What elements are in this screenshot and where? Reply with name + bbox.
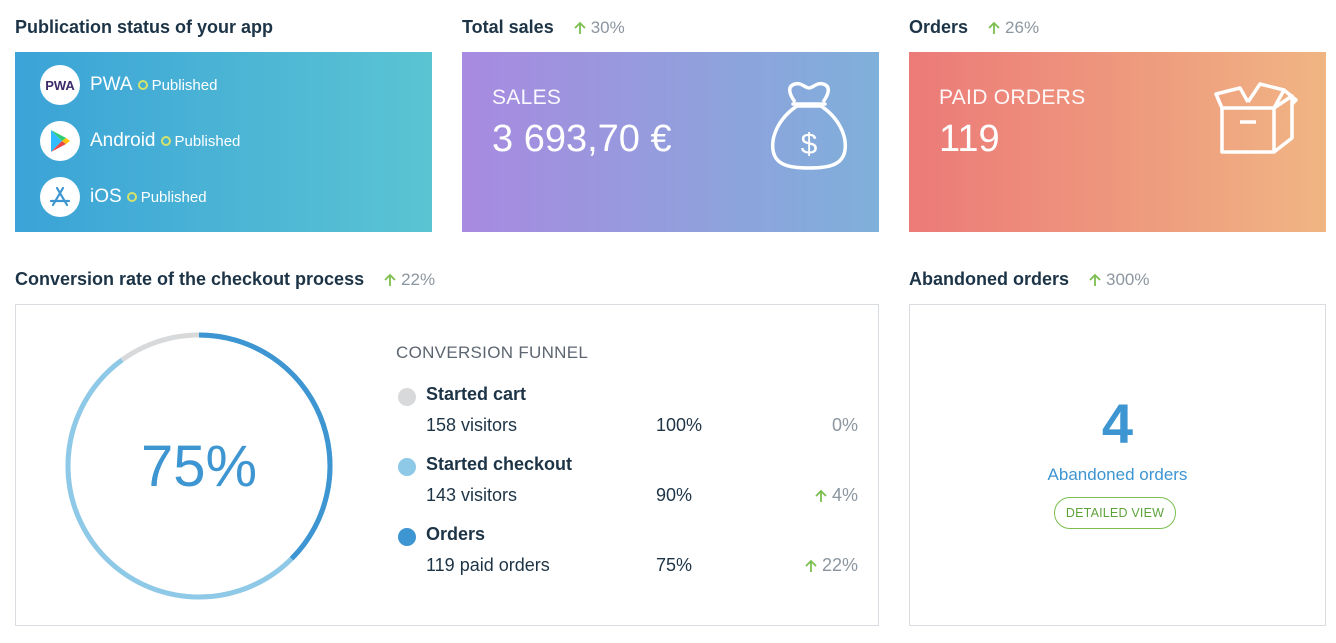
detailed-view-button[interactable]: DETAILED VIEW <box>1054 497 1176 529</box>
funnel-step-label: Orders <box>426 524 486 544</box>
app-store-icon <box>40 177 80 217</box>
funnel-step-started-cart: Started cart 158 visitors 100% 0% <box>398 384 858 444</box>
sales-label: SALES <box>492 86 562 109</box>
platform-status: Published <box>140 188 207 206</box>
funnel-step-delta: 0% <box>832 415 858 436</box>
conversion-trend: 22% <box>382 270 435 290</box>
orders-value: 119 <box>939 118 1000 160</box>
orders-title: Orders <box>909 17 969 37</box>
funnel-bullet <box>398 458 416 476</box>
status-dot-icon <box>137 80 148 90</box>
platform-status: Published <box>174 132 241 150</box>
funnel-step-count: 143 visitors <box>426 485 518 505</box>
abandoned-count: 4 <box>1101 392 1134 455</box>
arrow-up-icon <box>988 21 1000 34</box>
funnel-title: CONVERSION FUNNEL <box>396 343 589 362</box>
funnel-bullet <box>398 388 416 406</box>
platform-status: Published <box>151 76 218 94</box>
abandoned-label: Abandoned orders <box>1047 465 1188 484</box>
arrow-up-icon <box>815 489 827 502</box>
funnel-step-pct: 100% <box>656 415 703 435</box>
orders-trend: 26% <box>986 18 1039 38</box>
conversion-trend-value: 22% <box>401 269 436 289</box>
arrow-up-icon <box>574 21 586 34</box>
abandoned-panel: 4 Abandoned orders DETAILED VIEW <box>909 304 1326 626</box>
pwa-logo-icon: PWA <box>40 65 80 105</box>
money-bag-icon: $ <box>770 81 848 170</box>
platform-name: iOS <box>90 186 122 207</box>
publication-title: Publication status of your app <box>15 17 274 37</box>
funnel-step-delta-value: 0% <box>831 415 858 435</box>
orders-trend-value: 26% <box>1005 17 1040 37</box>
funnel-step-count: 158 visitors <box>426 415 518 435</box>
conversion-gauge <box>65 332 333 600</box>
funnel-step-pct: 75% <box>656 555 693 575</box>
sales-trend-value: 30% <box>590 17 625 37</box>
funnel-step-delta-value: 4% <box>831 485 858 505</box>
conversion-heading: Conversion rate of the checkout process … <box>15 269 435 290</box>
platform-android[interactable]: Android Published <box>40 121 240 161</box>
sales-title: Total sales <box>462 17 554 37</box>
pwa-logo-text: PWA <box>45 78 75 93</box>
funnel-step-orders: Orders 119 paid orders 75% 22% <box>398 524 858 584</box>
abandoned-heading: Abandoned orders 300% <box>909 269 1150 290</box>
platform-ios[interactable]: iOS Published <box>40 177 207 217</box>
arrow-up-icon <box>805 559 817 572</box>
publication-card: PWA PWA Published Android Published iOS … <box>15 52 432 232</box>
funnel-step-label: Started checkout <box>426 454 573 474</box>
google-play-icon <box>40 121 80 161</box>
arrow-up-icon <box>1089 273 1101 286</box>
status-dot-icon <box>126 192 137 202</box>
funnel-step-delta: 4% <box>813 485 858 506</box>
sales-value: 3 693,70 € <box>492 118 672 160</box>
platform-name: PWA <box>90 74 133 95</box>
orders-card[interactable]: PAID ORDERS 119 <box>909 52 1326 232</box>
orders-label: PAID ORDERS <box>939 86 1086 109</box>
platform-name: Android <box>90 130 156 151</box>
funnel-step-pct: 90% <box>656 485 693 505</box>
funnel-bullet <box>398 528 416 546</box>
sales-heading: Total sales 30% <box>462 17 625 38</box>
sales-card[interactable]: SALES 3 693,70 € $ <box>462 52 879 232</box>
conversion-panel: 75% CONVERSION FUNNEL Started cart 158 v… <box>15 304 879 626</box>
box-icon <box>1214 82 1298 154</box>
funnel-step-started-checkout: Started checkout 143 visitors 90% 4% <box>398 454 858 514</box>
sales-trend: 30% <box>572 18 625 38</box>
svg-text:$: $ <box>801 128 818 161</box>
conversion-rate: 75% <box>140 433 258 499</box>
funnel-step-delta-value: 22% <box>821 555 858 575</box>
orders-heading: Orders 26% <box>909 17 1039 38</box>
funnel-step-delta: 22% <box>803 555 858 576</box>
abandoned-title: Abandoned orders <box>909 269 1070 289</box>
platform-pwa[interactable]: PWA PWA Published <box>40 65 217 105</box>
funnel-step-label: Started cart <box>426 384 527 404</box>
abandoned-trend: 300% <box>1087 269 1150 290</box>
arrow-up-icon <box>384 273 396 286</box>
abandoned-trend-value: 300% <box>1106 269 1150 289</box>
status-dot-icon <box>160 136 171 146</box>
publication-heading: Publication status of your app <box>15 17 273 38</box>
funnel-step-count: 119 paid orders <box>426 555 550 575</box>
conversion-title: Conversion rate of the checkout process <box>15 269 365 289</box>
gauge-arc-orders <box>198 332 333 561</box>
